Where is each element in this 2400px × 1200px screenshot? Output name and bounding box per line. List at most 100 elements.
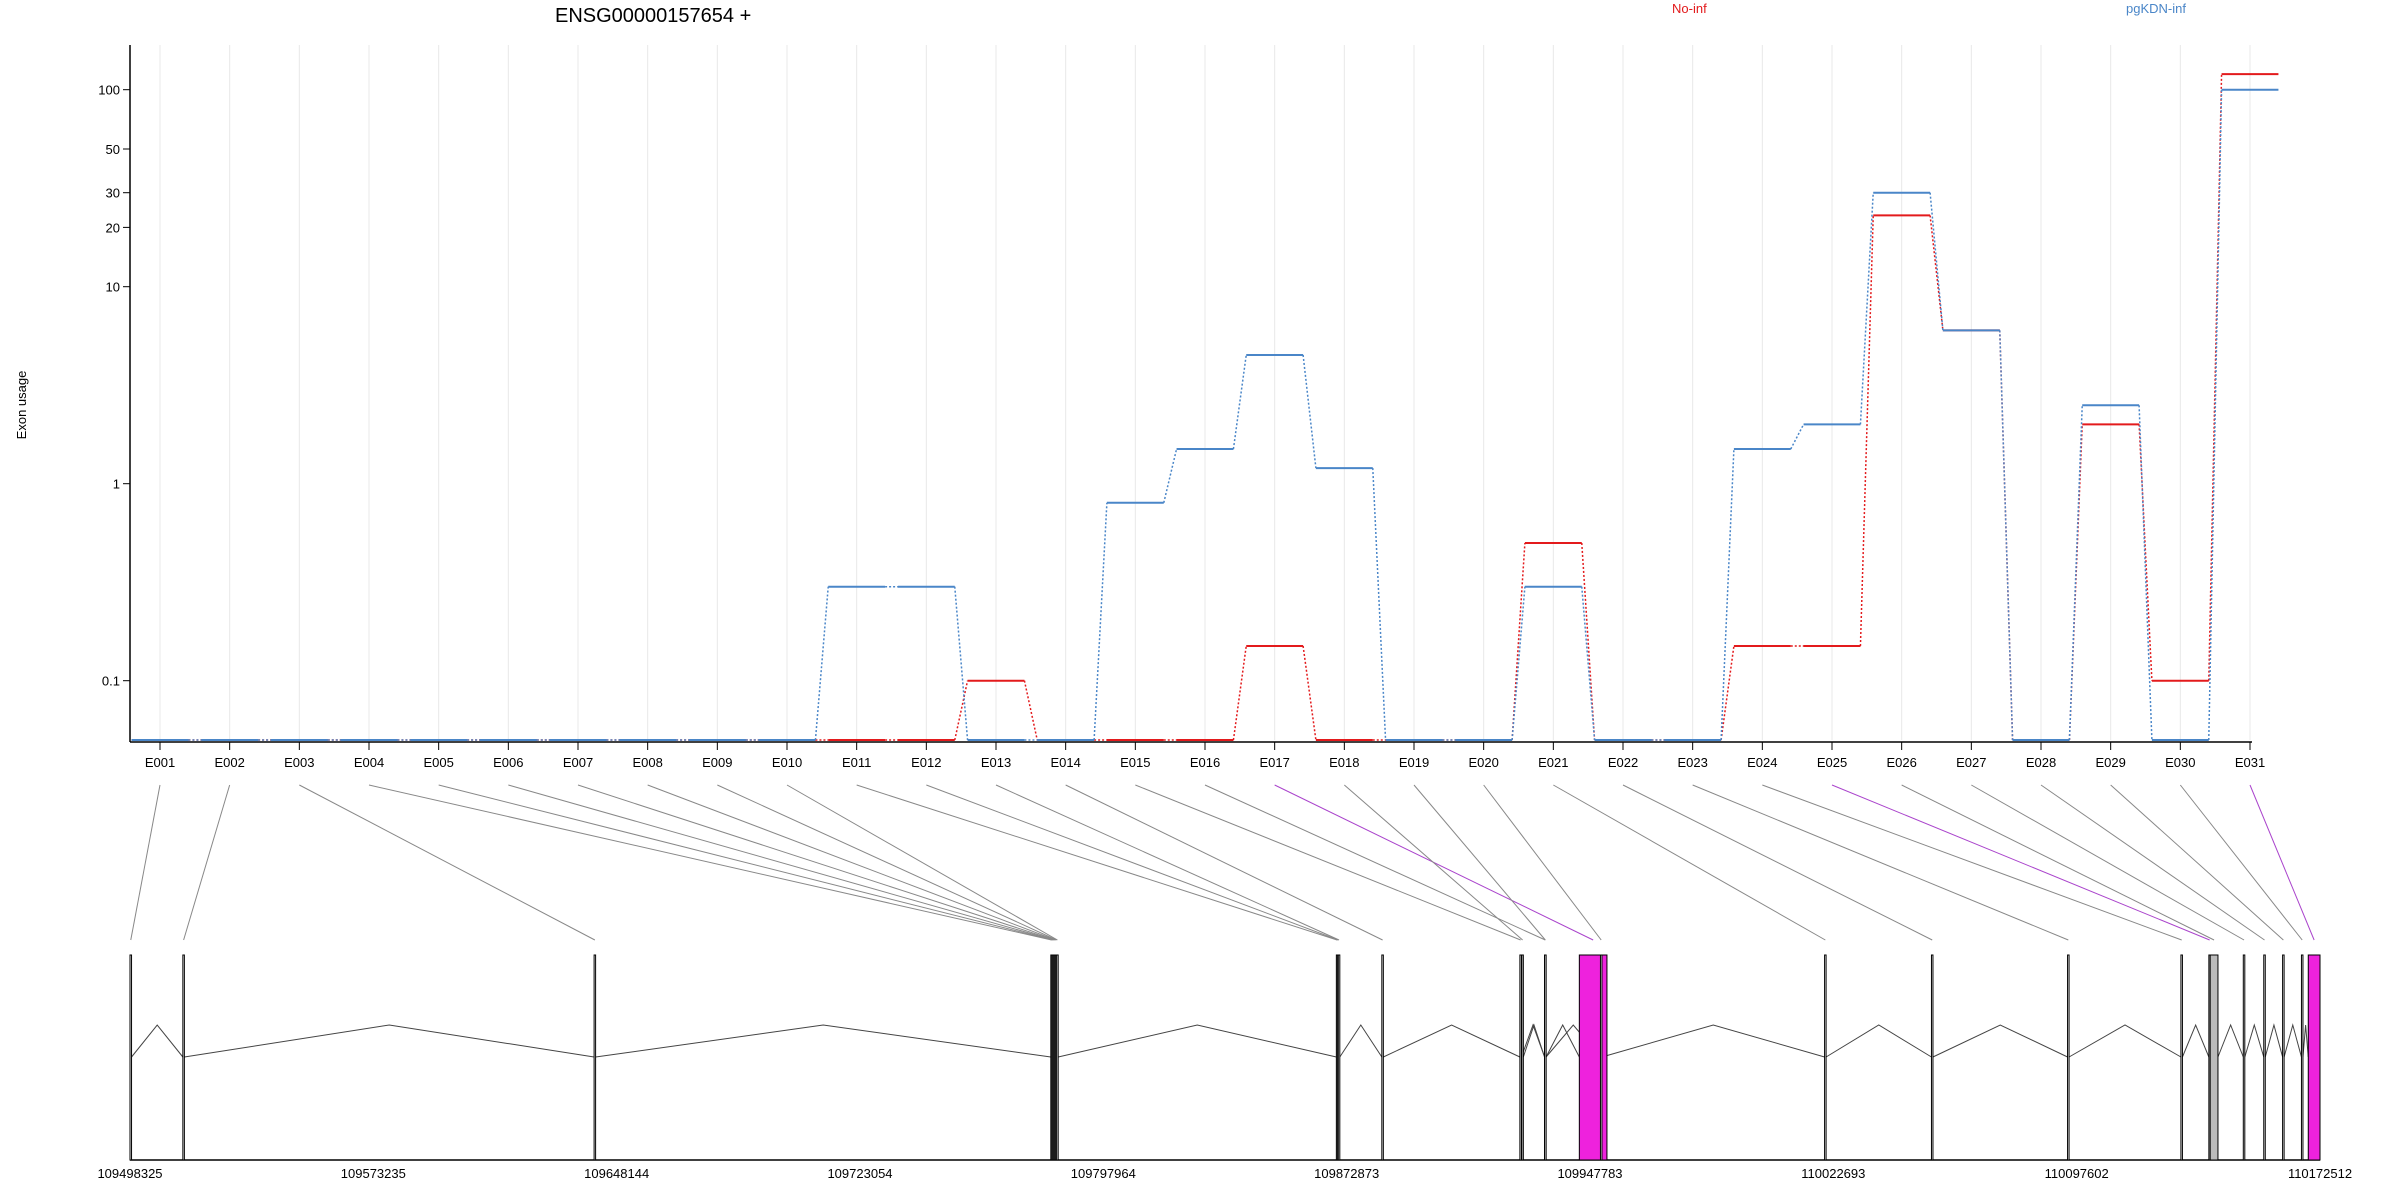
x-tick-label-E014: E014 [1050, 755, 1080, 770]
intron-E020 [1601, 1024, 1825, 1058]
x-tick-label-E005: E005 [423, 755, 453, 770]
connector-pgKDN-inf-E023 [1720, 448, 1735, 741]
exon-E002 [182, 954, 185, 1161]
connector-pgKDN-inf-E030 [2208, 89, 2223, 741]
link-E004 [368, 784, 1052, 941]
link-E029 [2110, 784, 2284, 941]
connector-pgKDN-inf-E028 [2068, 405, 2083, 741]
x-tick-label-E008: E008 [632, 755, 662, 770]
exon-E029 [2282, 954, 2285, 1161]
connector-No-inf-E013 [1023, 680, 1038, 741]
exon-E023 [2067, 954, 2070, 1161]
link-E006 [508, 784, 1054, 941]
connector-pgKDN-inf-E024 [1790, 424, 1805, 450]
exon-E022 [1930, 954, 1934, 1161]
chart-title: ENSG00000157654 + [555, 5, 751, 27]
link-E015 [1135, 784, 1521, 941]
x-tick-label-E019: E019 [1399, 755, 1429, 770]
exon-E001 [129, 954, 133, 1161]
genomic-tick-label: 109797964 [1071, 1166, 1136, 1181]
exon-E026 [2209, 954, 2219, 1161]
genomic-tick-label: 109648144 [584, 1166, 649, 1181]
y-axis-label: Exon usage [14, 371, 29, 440]
x-tick-label-E016: E016 [1190, 755, 1220, 770]
exon-E003 [593, 954, 597, 1161]
x-tick-label-E026: E026 [1886, 755, 1916, 770]
x-tick-label-E025: E025 [1817, 755, 1847, 770]
x-tick-label-E023: E023 [1677, 755, 1707, 770]
exon-E031 [2307, 954, 2321, 1161]
connector-pgKDN-inf-E012 [954, 586, 969, 741]
connector-pgKDN-inf-E015 [1163, 448, 1178, 503]
x-tick-label-E013: E013 [981, 755, 1011, 770]
connector-pgKDN-inf-E026 [1929, 192, 1944, 331]
genomic-tick-label: 110097602 [2045, 1166, 2109, 1181]
genomic-tick-label: 109947783 [1557, 1166, 1622, 1181]
x-tick-label-E012: E012 [911, 755, 941, 770]
intron-E023 [2068, 1024, 2182, 1058]
link-E021 [1553, 784, 1826, 941]
link-E023 [1692, 784, 2069, 941]
y-tick-label-20: 20 [106, 220, 120, 235]
x-tick-label-E004: E004 [354, 755, 384, 770]
intron-E002 [184, 1024, 595, 1058]
x-tick-label-E018: E018 [1329, 755, 1359, 770]
intron-E021 [1825, 1024, 1932, 1058]
x-tick-label-E017: E017 [1259, 755, 1289, 770]
connector-pgKDN-inf-E025 [1859, 192, 1874, 425]
genomic-tick-label: 109573235 [341, 1166, 406, 1181]
intron-E018 [1522, 1023, 1546, 1058]
link-E019 [1413, 784, 1546, 941]
y-tick-label-50: 50 [106, 142, 120, 157]
link-E025 [1831, 784, 2210, 941]
link-E031 [2249, 784, 2315, 941]
intron-E001 [131, 1024, 184, 1058]
genomic-tick-label: 109498325 [97, 1166, 162, 1181]
link-E027 [1971, 784, 2245, 941]
link-E007 [577, 784, 1055, 941]
exon-E028 [2263, 954, 2266, 1161]
connector-pgKDN-inf-E017 [1302, 354, 1317, 469]
genomic-tick-label: 109723054 [827, 1166, 892, 1181]
link-E005 [438, 784, 1053, 941]
exon-E024 [2180, 954, 2183, 1161]
y-tick-label-100: 100 [98, 83, 120, 98]
link-E013 [995, 784, 1340, 941]
connector-No-inf-E029 [2138, 424, 2153, 681]
x-tick-label-E030: E030 [2165, 755, 2195, 770]
x-tick-label-E021: E021 [1538, 755, 1568, 770]
connector-No-inf-E030 [2208, 74, 2223, 681]
link-E014 [1065, 784, 1383, 941]
intron-E026 [2217, 1023, 2244, 1058]
connector-pgKDN-inf-E016 [1232, 354, 1247, 450]
y-tick-label-1: 1 [113, 477, 120, 492]
connector-No-inf-E026 [1929, 215, 1944, 331]
link-E018 [1344, 784, 1523, 941]
intron-E010 [1058, 1024, 1337, 1058]
link-E002 [183, 784, 231, 941]
link-E022 [1622, 784, 1933, 941]
exon-E017 [1578, 954, 1608, 1161]
legend-no-inf: No-inf [1672, 1, 1707, 16]
intron-E013 [1339, 1024, 1383, 1058]
x-tick-label-E006: E006 [493, 755, 523, 770]
connector-No-inf-E017 [1302, 645, 1317, 741]
genomic-tick-label: 110022693 [1801, 1166, 1865, 1181]
connector-pgKDN-inf-E018 [1372, 468, 1387, 741]
intron-E028 [2264, 1023, 2284, 1058]
genomic-tick-label: 110172512 [2288, 1166, 2352, 1181]
link-E012 [926, 784, 1339, 941]
exon-E019 [1544, 954, 1547, 1161]
x-tick-label-E010: E010 [772, 755, 802, 770]
link-E008 [647, 784, 1056, 941]
x-tick-label-E028: E028 [2026, 755, 2056, 770]
link-E016 [1204, 784, 1546, 941]
intron-E016 [1545, 1023, 1580, 1058]
x-tick-label-E003: E003 [284, 755, 314, 770]
exon-E013 [1337, 954, 1341, 1161]
x-tick-label-E007: E007 [563, 755, 593, 770]
y-tick-label-10: 10 [106, 280, 120, 295]
x-tick-label-E002: E002 [214, 755, 244, 770]
exon-E010 [1056, 954, 1059, 1161]
intron-E029 [2283, 1023, 2302, 1058]
